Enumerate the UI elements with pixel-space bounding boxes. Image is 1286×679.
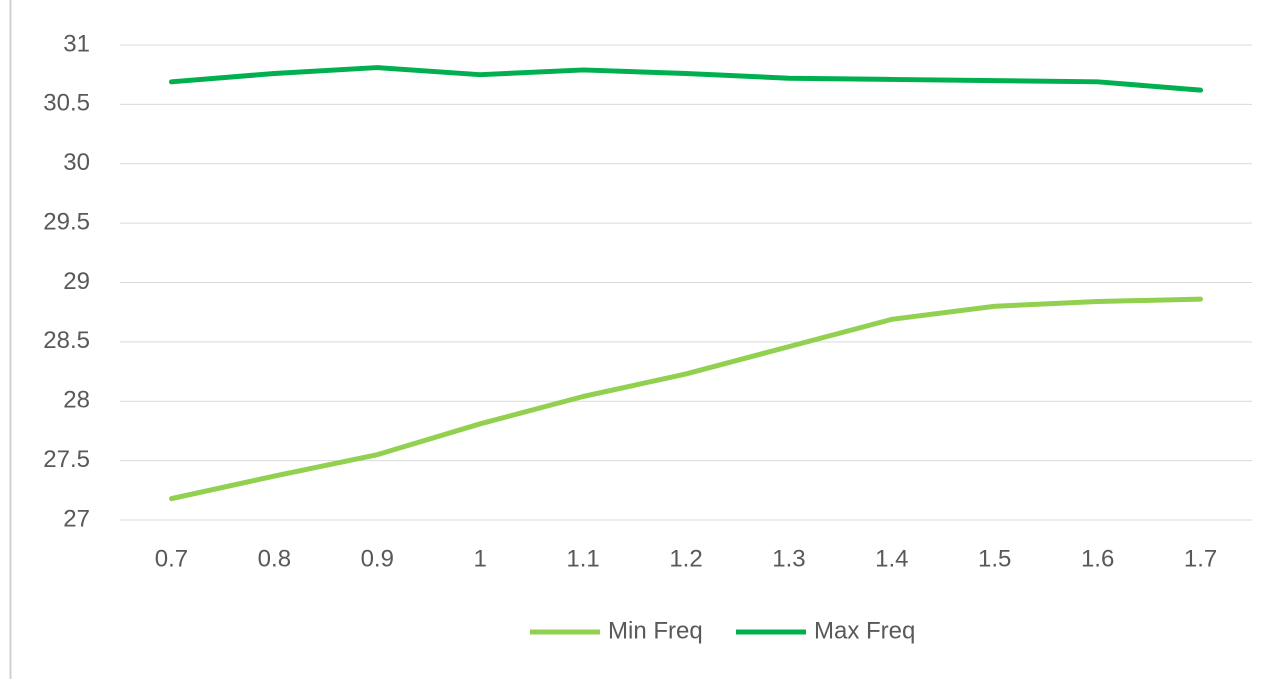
x-tick-label: 1.4: [875, 545, 908, 572]
x-tick-label: 1.3: [772, 545, 805, 572]
y-tick-label: 30.5: [43, 90, 90, 117]
y-tick-label: 29: [63, 268, 90, 295]
y-tick-label: 31: [63, 30, 90, 57]
y-tick-label: 29.5: [43, 208, 90, 235]
y-tick-label: 27.5: [43, 446, 90, 473]
x-tick-label: 0.9: [361, 545, 394, 572]
series-line: [168, 296, 1204, 502]
x-tick-label: 1.6: [1081, 545, 1114, 572]
legend-label: Max Freq: [814, 617, 915, 644]
y-tick-label: 28.5: [43, 327, 90, 354]
x-tick-label: 1.2: [669, 545, 702, 572]
series-line: [168, 65, 1204, 93]
x-tick-label: 1: [474, 545, 487, 572]
legend-label: Min Freq: [608, 617, 703, 644]
x-tick-label: 1.1: [566, 545, 599, 572]
x-tick-label: 1.7: [1184, 545, 1217, 572]
y-tick-label: 27: [63, 505, 90, 532]
x-tick-label: 1.5: [978, 545, 1011, 572]
x-tick-label: 0.7: [155, 545, 188, 572]
y-tick-label: 28: [63, 387, 90, 414]
y-tick-label: 30: [63, 149, 90, 176]
x-tick-label: 0.8: [258, 545, 291, 572]
